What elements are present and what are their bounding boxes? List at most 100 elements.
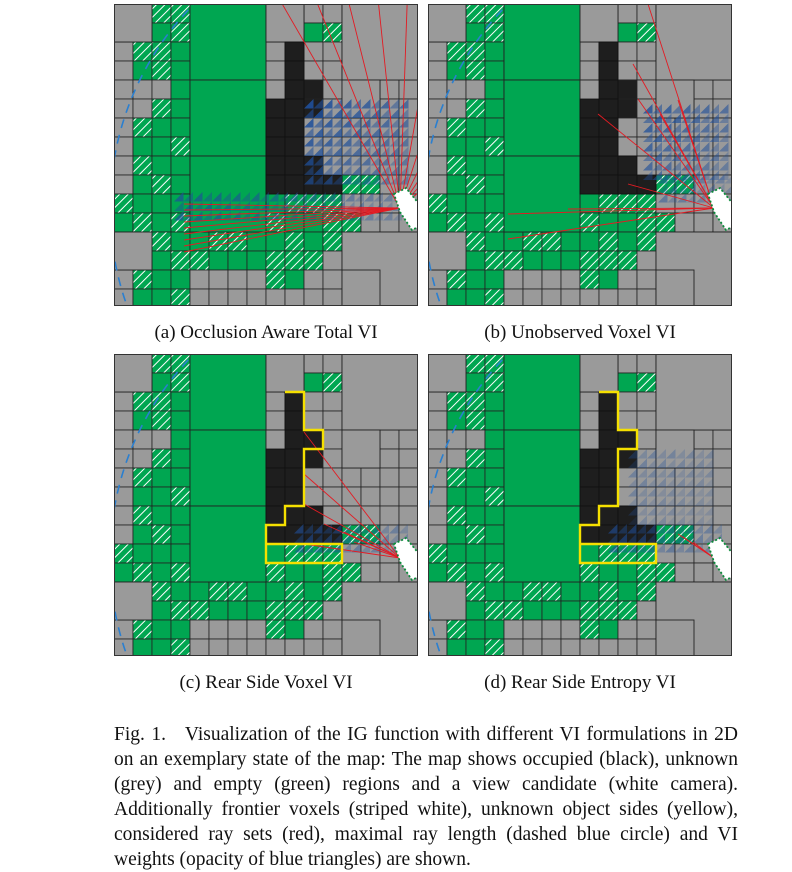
vi-weight-triangle — [681, 132, 691, 142]
unknown-voxel — [379, 562, 400, 583]
vi-weight-triangle — [364, 192, 374, 202]
vi-weight-triangle — [655, 524, 665, 534]
occupied-voxel — [598, 467, 619, 488]
vi-weight-triangle — [231, 201, 241, 211]
unknown-voxel — [265, 41, 286, 62]
frontier-voxel — [189, 250, 210, 271]
vi-weight-triangle — [652, 151, 662, 161]
vi-weight-triangle — [608, 524, 618, 534]
unknown-region — [655, 4, 732, 81]
occupied-voxel — [303, 505, 324, 526]
unknown-voxel — [227, 638, 248, 656]
vi-weight-triangle — [231, 192, 241, 202]
vi-weight-triangle — [656, 487, 666, 497]
empty-voxel — [170, 410, 191, 431]
unknown-voxel — [712, 429, 732, 450]
empty-voxel — [617, 562, 638, 583]
unknown-voxel — [617, 619, 638, 640]
unknown-voxel — [114, 619, 134, 640]
unknown-region — [114, 231, 153, 271]
vi-weight-triangle — [690, 161, 700, 171]
unknown-voxel — [360, 505, 381, 526]
unknown-voxel — [674, 562, 695, 583]
vi-weight-triangle — [345, 192, 355, 202]
unknown-voxel — [560, 288, 581, 306]
vi-weight-triangle — [174, 211, 184, 221]
vi-weight-triangle — [389, 533, 399, 543]
occupied-voxel — [284, 448, 305, 469]
empty-voxel — [465, 505, 486, 526]
panel-c-rear-side-voxel-vi — [114, 354, 418, 656]
frontier-voxel — [170, 562, 191, 583]
unknown-voxel — [208, 288, 229, 306]
frontier-voxel — [522, 581, 543, 602]
ray-line — [183, 207, 401, 241]
vi-weight-triangle — [351, 524, 361, 534]
empty-voxel — [151, 505, 172, 526]
vi-weight-triangle — [389, 108, 399, 118]
unknown-voxel — [428, 410, 448, 431]
unknown-voxel — [428, 619, 448, 640]
frontier-voxel — [428, 193, 448, 214]
vi-weight-triangle — [675, 506, 685, 516]
empty-voxel — [465, 269, 486, 290]
unknown-voxel — [636, 250, 657, 271]
empty-voxel — [170, 391, 191, 412]
vi-weight-triangle — [360, 543, 370, 553]
vi-weight-triangle — [628, 487, 638, 497]
frontier-voxel — [446, 562, 467, 583]
empty-voxel — [208, 600, 229, 621]
vi-weight-triangle — [628, 496, 638, 506]
vi-weight-triangle — [370, 127, 380, 137]
vi-weight-triangle — [694, 449, 704, 459]
vi-weight-triangle — [303, 533, 313, 543]
unknown-region — [341, 429, 381, 469]
frontier-voxel — [151, 581, 172, 602]
frontier-voxel — [598, 250, 619, 271]
ray-line — [303, 473, 401, 559]
empty-voxel — [446, 174, 467, 195]
empty-voxel — [465, 117, 486, 138]
unknown-region — [579, 4, 619, 43]
vi-weight-triangle — [183, 192, 193, 202]
vi-weight-triangle — [694, 506, 704, 516]
unknown-voxel — [712, 79, 732, 100]
unknown-voxel — [398, 505, 418, 526]
unknown-voxel — [617, 117, 638, 138]
vi-weight-triangle — [383, 192, 393, 202]
vi-weight-triangle — [658, 193, 668, 203]
unknown-voxel — [114, 429, 134, 450]
vi-weight-triangle — [666, 449, 676, 459]
occupied-voxel — [284, 410, 305, 431]
vi-weight-triangle — [332, 175, 342, 185]
vi-weight-triangle — [332, 146, 342, 156]
vi-weight-triangle — [643, 170, 653, 180]
vi-weight-triangle — [694, 496, 704, 506]
unknown-voxel — [322, 391, 343, 412]
empty-voxel — [484, 79, 505, 100]
vi-weight-triangle — [380, 99, 390, 109]
unknown-voxel — [617, 391, 638, 412]
vi-weight-triangle — [342, 108, 352, 118]
frontier-voxel — [465, 231, 486, 252]
unknown-voxel — [379, 467, 400, 488]
vi-weight-triangle — [370, 165, 380, 175]
unknown-region — [265, 4, 305, 43]
view-candidate-camera-icon — [706, 186, 732, 232]
vi-weight-triangle — [700, 104, 710, 114]
occupied-voxel — [617, 505, 638, 526]
frontier-voxel — [465, 354, 486, 374]
panel-b-map-svg — [428, 4, 732, 306]
vi-weight-triangle — [671, 170, 681, 180]
occupied-voxel — [579, 136, 600, 157]
occupied-voxel — [284, 155, 305, 176]
frontier-voxel — [465, 4, 486, 24]
vi-weight-triangle — [684, 533, 694, 543]
empty-voxel — [132, 193, 153, 214]
vi-weight-triangle — [361, 108, 371, 118]
occupied-voxel — [617, 155, 638, 176]
unknown-voxel — [151, 429, 172, 450]
ray-line — [343, 531, 401, 559]
ray-line — [303, 431, 401, 559]
unknown-voxel — [636, 288, 657, 306]
